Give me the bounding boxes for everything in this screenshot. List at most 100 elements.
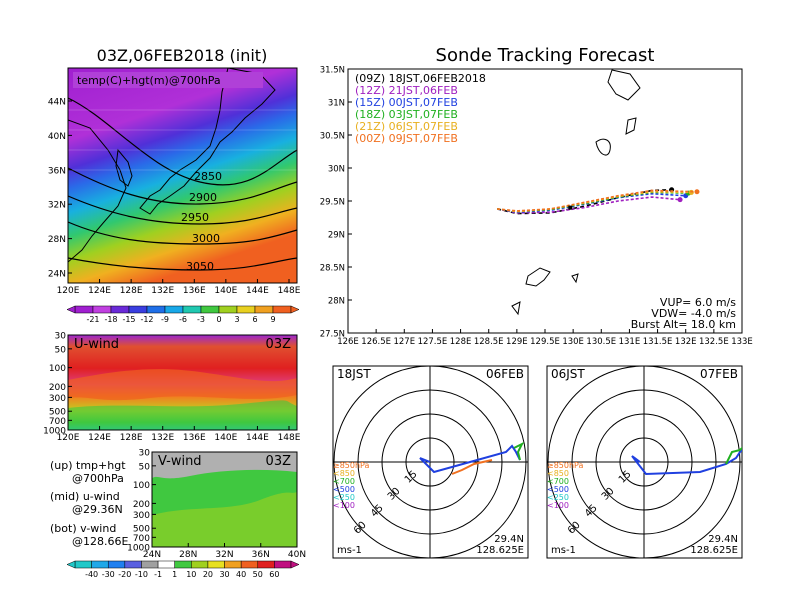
p-tick-label: 100 [49,364,66,374]
polar-left-unit: ms-1 [337,545,362,556]
colorbar-swatch [128,305,148,314]
uwind-label: U-wind [74,337,119,352]
colorbar-label: -1 [154,570,162,579]
vwind-lower [152,492,297,547]
track-legend-entry: (15Z) 00JST,07FEB [355,96,458,109]
x-tick-label: 28N [179,550,197,560]
p-tick-label: 200 [49,383,66,393]
x-tick-label: 132E [151,433,174,443]
polar-left-date: 06FEB [486,367,524,381]
track-endpoint [694,189,700,195]
track-x-tick-label: 132.5E [699,337,729,347]
colorbar-label: 20 [203,570,213,579]
x-tick-label: 132E [151,286,174,296]
colorbar-label: -12 [140,315,153,324]
p-tick-label: 1000 [43,427,66,437]
y-tick-label: 40N [48,132,66,142]
track-x-tick-label: 132E [675,337,697,347]
param-vup: VUP= 6.0 m/s [660,296,736,309]
colorbar-swatch [92,305,112,314]
colorbar-label: 50 [253,570,263,579]
colorbar-label: 40 [236,570,246,579]
track-y-tick-label: 29.5N [320,198,345,208]
track-y-tick-label: 27.5N [320,330,345,340]
track-x-tick-label: 133E [731,337,753,347]
hodograph-left-low [451,459,493,475]
polar-legend-entry: <500 [547,485,569,494]
track-legend-entry: (21Z) 06JST,07FEB [355,120,458,133]
wind-colorbar: -40 -30 -20 -10 -1 1 10 20 30 40 50 60 [66,560,300,579]
x-tick-label: 120E [57,286,80,296]
temp-map-frame [67,67,298,284]
p-tick-label: 700 [133,534,150,544]
uwind-lon-ticks: 120E 124E 128E 132E 136E 140E 144E 148E [57,426,301,443]
x-tick-label: 32N [215,550,233,560]
vwind-upper [152,452,297,479]
x-tick-label: 144E [246,433,269,443]
track-frame [347,68,743,334]
polar-legend-entry: <250 [547,493,569,502]
p-tick-label: 700 [49,417,66,427]
track-y-tick-label: 28N [328,297,345,307]
colorbar-swatch [236,305,256,314]
colorbar-label: 0 [216,315,221,324]
polar-legend-entry: <850 [547,469,569,478]
polar-legend-entry: <700 [547,477,569,486]
x-tick-label: 136E [183,433,206,443]
track-legend: (09Z) 18JST,06FEB2018(12Z) 21JST,06FEB(1… [355,72,486,145]
track-legend-entry: (09Z) 18JST,06FEB2018 [355,72,486,85]
colorbar-label: -30 [102,570,115,579]
y-tick-label: 36N [48,166,66,176]
legend-up-2: @700hPa [72,472,124,485]
track-x-tick-label: 128E [450,337,472,347]
uwind-low-level [68,400,297,430]
hodograph-left-upper [419,444,521,474]
polar-left-lat: 29.4N [494,534,524,545]
contour-label: 3000 [192,232,220,245]
colorbar-swatch [157,560,175,569]
colorbar-swatch [272,305,292,314]
colorbar-label: -21 [86,315,99,324]
polar-legend-entry: <850 [333,469,355,478]
track-y-tick-label: 30N [328,165,345,175]
track-x-tick-label: 129.5E [530,337,560,347]
colorbar-label: 3 [234,315,239,324]
uwind-time: 03Z [266,337,292,352]
x-tick-label: 148E [278,286,301,296]
hatching [68,109,297,171]
track-series [496,187,700,215]
x-tick-label: 124E [88,433,111,443]
colorbar-swatch [274,560,292,569]
colorbar-swatch [110,305,130,314]
polar-right-time: 06JST [551,367,585,381]
track-y-tick-label: 28.5N [320,264,345,274]
colorbar-swatch [182,305,202,314]
polar-legend-entry: <100 [547,501,569,510]
track-legend-entry: (12Z) 21JST,06FEB [355,84,458,97]
track-x-tick-label: 129E [506,337,528,347]
polar-legend-entry: <500 [333,485,355,494]
x-tick-label: 144E [246,286,269,296]
track-y-tick-label: 29N [328,231,345,241]
colorbar-arrow-left [66,560,76,569]
p-tick-label: 100 [133,481,150,491]
track-line [496,196,681,214]
polar-right-lat: 29.4N [708,534,738,545]
x-tick-label: 148E [278,433,301,443]
legend-bot-2: @128.66E [72,535,128,548]
p-tick-label: 500 [49,408,66,418]
coastline-korea [115,148,133,187]
polar-legend-entry: <250 [333,493,355,502]
map-lat-ticks: 44N 40N 36N 32N 28N 24N [48,98,72,280]
colorbar-label: 6 [252,315,257,324]
track-endpoint [677,197,683,203]
polar-left-legend: ≥850hPa<850<700<500<250<100 [333,461,370,510]
p-tick-label: 50 [55,345,67,355]
param-vdw: VDW= -4.0 m/s [651,307,736,320]
